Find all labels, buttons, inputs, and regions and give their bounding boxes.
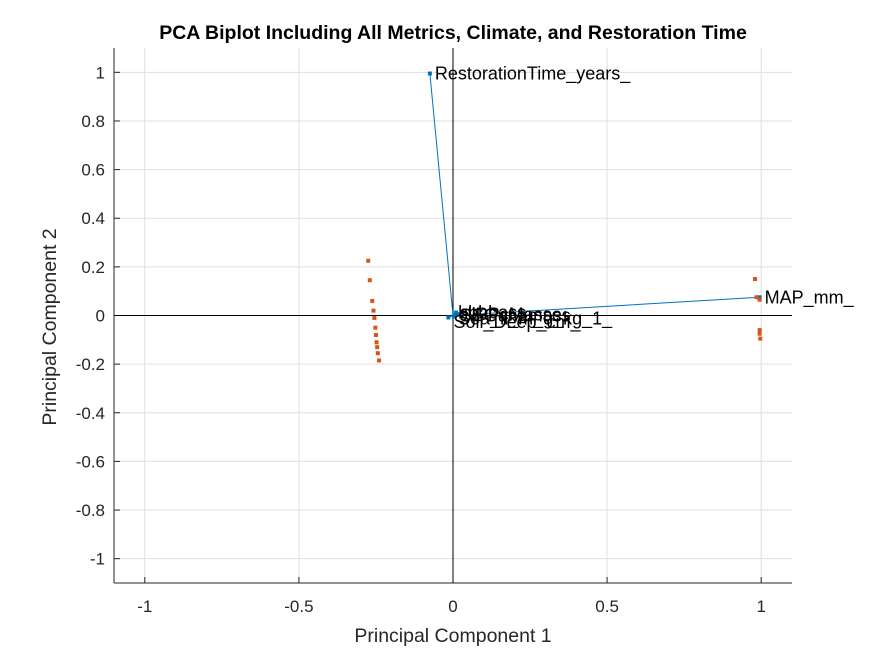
score-point [758, 336, 763, 341]
x-tick-label: 0.5 [595, 597, 619, 616]
y-tick-label: -0.2 [76, 355, 105, 374]
y-axis-label: Principal Component 2 [39, 228, 61, 425]
x-tick-label: -1 [137, 597, 152, 616]
x-tick-label: -0.5 [284, 597, 313, 616]
loading-vector-end [454, 310, 459, 315]
score-point [757, 297, 762, 302]
y-tick-label: 0.8 [81, 112, 105, 131]
score-points [366, 258, 763, 363]
score-point [367, 278, 372, 283]
loading-vector-end [456, 312, 461, 317]
y-tick-label: -0.4 [76, 404, 105, 423]
x-tick-label: 1 [756, 597, 765, 616]
score-point [373, 332, 378, 337]
y-tick-label: -1 [90, 550, 105, 569]
vector-label-cluster: Soil_Deep_cm_ [453, 312, 581, 333]
loading-vectors [427, 71, 762, 320]
score-point [370, 298, 375, 303]
score-point [372, 315, 377, 320]
y-tick-label: 0 [96, 307, 105, 326]
score-point [374, 340, 379, 345]
y-tick-label: -0.8 [76, 501, 105, 520]
vector-label: MAP_mm_ [765, 287, 855, 308]
loading-vector-end [427, 71, 432, 76]
x-tick-label: 0 [448, 597, 457, 616]
y-tick-label: 1 [96, 63, 105, 82]
y-tick-label: 0.4 [81, 209, 105, 228]
loading-vector-end [757, 295, 762, 300]
score-point [373, 325, 378, 330]
loading-vector-end [451, 314, 456, 319]
tick-labels: -1 -0.5 0 0.5 1 -1 -0.8 -0.6 -0.4 -0.2 0 0.2 0.4 0.6 0… [76, 63, 766, 616]
score-point [753, 277, 758, 282]
x-axis-label: Principal Component 1 [354, 625, 551, 647]
vector-label-cluster: cllPPcMasse [459, 305, 562, 325]
score-point [757, 331, 762, 336]
score-point [375, 345, 380, 350]
y-tick-label: -0.6 [76, 452, 105, 471]
vector-label-cluster: hbbbass [458, 303, 526, 323]
y-tick-label: 0.6 [81, 161, 105, 180]
loading-vector [429, 73, 454, 316]
vector-labels: RestorationTime_years_ MAP_mm_hbbbasscllP… [435, 64, 855, 333]
score-point [754, 295, 759, 300]
score-point [757, 328, 762, 333]
score-point [366, 258, 371, 263]
score-point [375, 351, 380, 356]
vector-label-cluster: SSGunamass [460, 306, 571, 326]
vector-label-cluster: Sea_ll_m_g_kg_1_ [458, 308, 613, 329]
loading-vector-end [446, 315, 451, 320]
chart-title: PCA Biplot Including All Metrics, Climat… [159, 22, 747, 44]
vector-label: RestorationTime_years_ [435, 64, 631, 85]
loading-vector [452, 296, 760, 316]
score-point [377, 358, 382, 363]
y-tick-label: 0.2 [81, 258, 105, 277]
score-point [371, 308, 376, 313]
